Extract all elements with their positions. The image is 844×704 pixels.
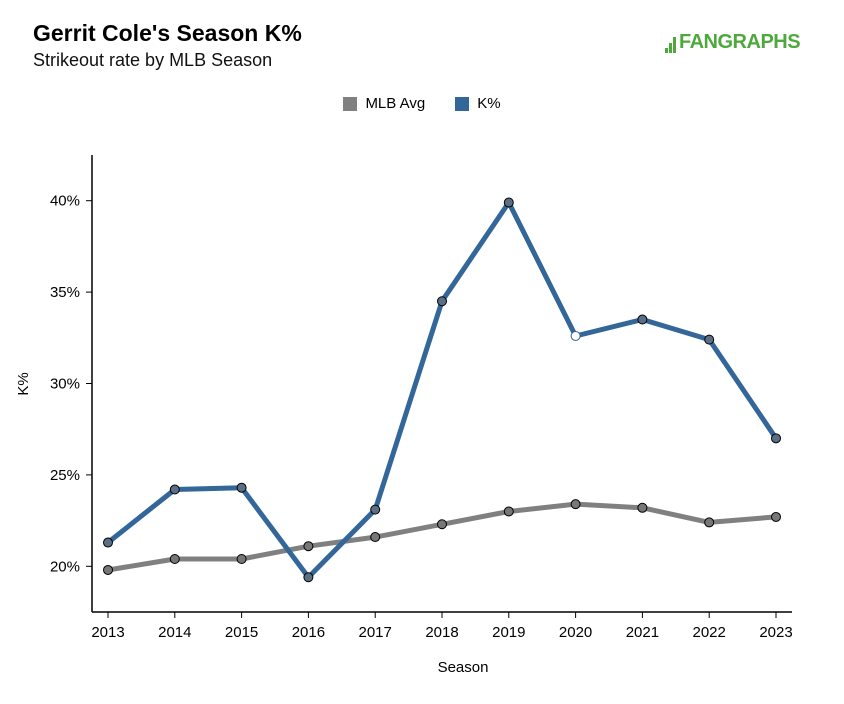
chart-subtitle: Strikeout rate by MLB Season	[33, 50, 273, 70]
data-point-mlb-avg[interactable]	[236, 553, 247, 564]
y-tick-label: 20%	[50, 558, 80, 575]
data-point-mlb-avg[interactable]	[771, 511, 781, 522]
series-line-mlb-avg	[105, 501, 779, 573]
data-point-mlb-avg[interactable]	[437, 519, 447, 530]
logo-text: FANGRAPHS	[679, 31, 801, 53]
logo-bars-icon	[665, 33, 677, 53]
x-tick-label: 2023	[759, 624, 792, 641]
legend-label-k-pct: K%	[477, 95, 501, 112]
x-tick-label: 2019	[492, 624, 525, 641]
legend-swatch-k-pct	[455, 96, 470, 111]
chart-legend: MLB Avg K%	[0, 95, 844, 112]
x-tick-label: 2014	[158, 624, 191, 641]
data-point-mlb-avg[interactable]	[169, 553, 180, 564]
data-point-mlb-avg[interactable]	[704, 517, 715, 528]
data-point-k-pct[interactable]	[169, 484, 180, 495]
axes: 20% 25% 30% 35% 40% 2013 2014 2015 2016 2017 2018 2…	[50, 155, 793, 641]
x-tick-label: 2017	[359, 624, 392, 641]
legend-item-k-pct[interactable]: K%	[455, 95, 501, 112]
data-point-k-pct[interactable]	[303, 572, 314, 583]
data-point-k-pct[interactable]	[570, 330, 581, 341]
data-point-mlb-avg[interactable]	[303, 541, 314, 552]
data-point-mlb-avg[interactable]	[637, 502, 648, 513]
y-tick-label: 30%	[50, 376, 80, 393]
fangraphs-logo[interactable]: FANGRAPHS	[665, 31, 801, 54]
legend-item-mlb-avg[interactable]: MLB Avg	[343, 95, 425, 112]
data-point-k-pct[interactable]	[236, 482, 247, 493]
data-point-k-pct[interactable]	[503, 197, 514, 208]
y-axis-label: K%	[15, 372, 32, 395]
data-point-mlb-avg[interactable]	[570, 499, 581, 510]
x-axis-label: Season	[438, 659, 489, 676]
data-point-k-pct[interactable]	[637, 314, 648, 325]
x-tick-label: 2022	[693, 624, 726, 641]
x-tick-label: 2021	[626, 624, 659, 641]
y-tick-label: 25%	[50, 467, 80, 484]
chart-title: Gerrit Cole's Season K%	[33, 20, 302, 46]
x-tick-label: 2015	[225, 624, 258, 641]
data-point-k-pct[interactable]	[771, 433, 781, 444]
legend-label-mlb-avg: MLB Avg	[365, 95, 426, 112]
data-point-k-pct[interactable]	[437, 296, 447, 307]
data-point-k-pct[interactable]	[103, 537, 113, 548]
x-tick-label: 2020	[559, 624, 592, 641]
data-point-mlb-avg[interactable]	[103, 564, 113, 575]
x-tick-label: 2018	[425, 624, 458, 641]
data-point-k-pct[interactable]	[370, 504, 381, 515]
series-points	[103, 197, 781, 583]
data-point-mlb-avg[interactable]	[503, 506, 514, 517]
x-tick-label: 2013	[91, 624, 124, 641]
data-point-mlb-avg[interactable]	[370, 532, 381, 543]
x-tick-label: 2016	[292, 624, 325, 641]
legend-swatch-mlb-avg	[343, 96, 358, 111]
data-point-k-pct[interactable]	[704, 334, 715, 345]
y-tick-label: 35%	[50, 284, 80, 301]
y-tick-label: 40%	[50, 193, 80, 210]
